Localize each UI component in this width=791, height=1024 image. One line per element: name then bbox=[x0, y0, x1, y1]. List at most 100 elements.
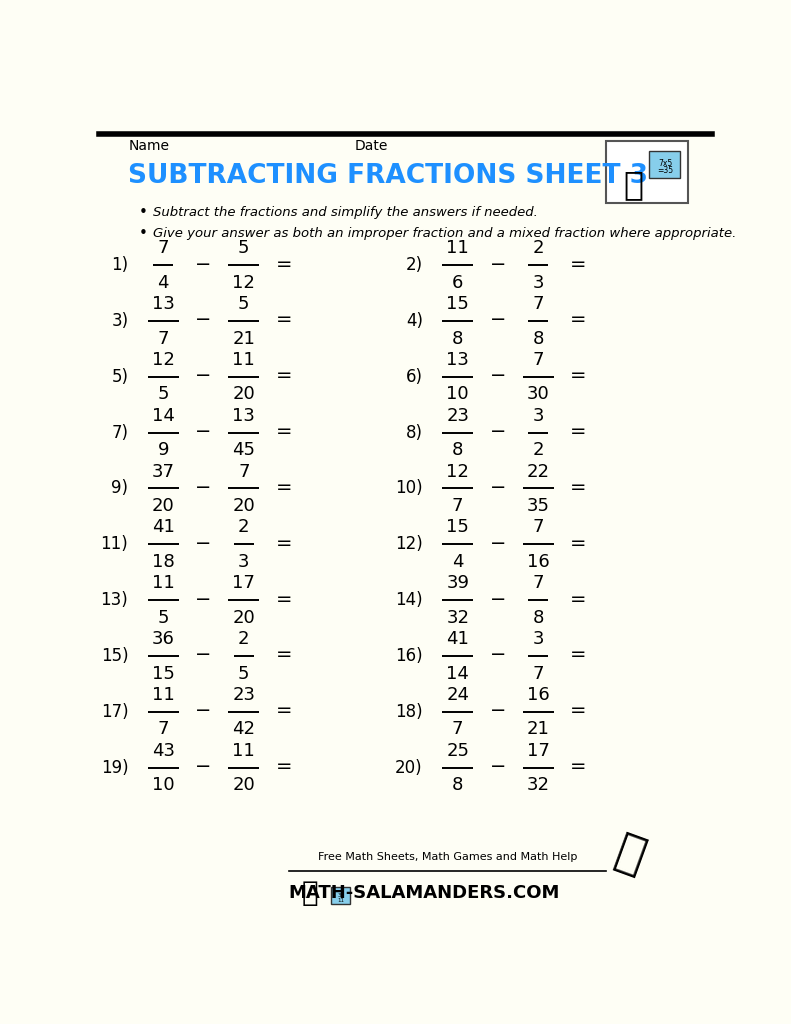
Text: −: − bbox=[490, 701, 506, 720]
Text: 23: 23 bbox=[233, 686, 255, 703]
Text: 16: 16 bbox=[527, 686, 550, 703]
Text: 32: 32 bbox=[446, 608, 469, 627]
Text: −: − bbox=[195, 310, 212, 330]
Text: −: − bbox=[195, 478, 212, 497]
Text: 7: 7 bbox=[532, 665, 544, 683]
Text: =: = bbox=[570, 422, 587, 441]
Text: •: • bbox=[139, 205, 148, 220]
Text: 19): 19) bbox=[100, 759, 128, 776]
Text: 12: 12 bbox=[446, 463, 469, 480]
Text: =: = bbox=[276, 367, 293, 385]
Text: 13): 13) bbox=[100, 591, 128, 609]
Text: 7: 7 bbox=[532, 518, 544, 537]
Text: 24: 24 bbox=[446, 686, 469, 703]
Text: −: − bbox=[195, 422, 212, 441]
Text: =: = bbox=[570, 645, 587, 665]
Text: −: − bbox=[195, 590, 212, 608]
Text: −: − bbox=[195, 701, 212, 720]
Text: 8: 8 bbox=[452, 441, 464, 460]
Text: 3: 3 bbox=[238, 553, 249, 571]
Text: =35: =35 bbox=[657, 166, 673, 175]
Text: 5: 5 bbox=[238, 665, 249, 683]
Text: 14: 14 bbox=[446, 665, 469, 683]
Text: 20: 20 bbox=[233, 385, 255, 403]
Text: 5): 5) bbox=[112, 368, 128, 386]
Text: 11: 11 bbox=[446, 240, 469, 257]
Text: 11: 11 bbox=[337, 898, 344, 903]
Text: 35: 35 bbox=[527, 497, 550, 515]
Text: 13: 13 bbox=[446, 351, 469, 369]
Text: 12: 12 bbox=[152, 351, 175, 369]
Text: 14): 14) bbox=[396, 591, 423, 609]
Text: =: = bbox=[276, 310, 293, 330]
Text: −: − bbox=[490, 645, 506, 665]
Text: 16): 16) bbox=[396, 647, 423, 665]
Text: =: = bbox=[276, 534, 293, 553]
Text: 3: 3 bbox=[532, 630, 544, 648]
Text: −: − bbox=[490, 478, 506, 497]
Text: 8: 8 bbox=[532, 608, 544, 627]
Text: 8): 8) bbox=[406, 424, 423, 441]
Text: =: = bbox=[276, 645, 293, 665]
Text: =: = bbox=[570, 534, 587, 553]
Text: 4): 4) bbox=[406, 312, 423, 330]
Text: 7): 7) bbox=[112, 424, 128, 441]
Text: 20): 20) bbox=[396, 759, 423, 776]
Text: =: = bbox=[276, 422, 293, 441]
Text: 7: 7 bbox=[452, 721, 464, 738]
Text: 9: 9 bbox=[157, 441, 169, 460]
Text: 17): 17) bbox=[100, 702, 128, 721]
Text: −: − bbox=[195, 645, 212, 665]
Text: 32: 32 bbox=[527, 776, 550, 795]
FancyBboxPatch shape bbox=[607, 141, 688, 203]
Text: 42: 42 bbox=[233, 721, 255, 738]
Text: 10): 10) bbox=[396, 479, 423, 498]
Text: 6: 6 bbox=[452, 273, 464, 292]
Text: 3): 3) bbox=[112, 312, 128, 330]
Text: 30: 30 bbox=[527, 385, 550, 403]
Text: 16: 16 bbox=[527, 553, 550, 571]
Text: =: = bbox=[570, 255, 587, 273]
Text: 8: 8 bbox=[452, 776, 464, 795]
Text: 2: 2 bbox=[532, 240, 544, 257]
Text: 7: 7 bbox=[157, 330, 169, 347]
Text: 41: 41 bbox=[446, 630, 469, 648]
Text: 4: 4 bbox=[452, 553, 464, 571]
Text: 36: 36 bbox=[152, 630, 175, 648]
Text: =: = bbox=[276, 255, 293, 273]
Text: 25: 25 bbox=[446, 741, 469, 760]
Text: Give your answer as both an improper fraction and a mixed fraction where appropr: Give your answer as both an improper fra… bbox=[153, 227, 736, 241]
Text: 14: 14 bbox=[152, 407, 175, 425]
Text: 21: 21 bbox=[233, 330, 255, 347]
Text: 20: 20 bbox=[233, 497, 255, 515]
Text: 7: 7 bbox=[238, 463, 249, 480]
Text: 5: 5 bbox=[238, 295, 249, 313]
Text: Date: Date bbox=[354, 139, 388, 153]
Text: 17: 17 bbox=[233, 574, 255, 592]
Text: −: − bbox=[490, 757, 506, 776]
Text: 43: 43 bbox=[152, 741, 175, 760]
Text: =: = bbox=[570, 310, 587, 330]
Text: −: − bbox=[490, 422, 506, 441]
Text: 7: 7 bbox=[532, 574, 544, 592]
Text: 7: 7 bbox=[157, 240, 169, 257]
Text: 23: 23 bbox=[446, 407, 469, 425]
Text: −: − bbox=[195, 367, 212, 385]
Text: =: = bbox=[570, 757, 587, 776]
Text: 37: 37 bbox=[152, 463, 175, 480]
Text: 4: 4 bbox=[157, 273, 169, 292]
Text: 11: 11 bbox=[233, 351, 255, 369]
Text: 17: 17 bbox=[527, 741, 550, 760]
Text: −: − bbox=[195, 534, 212, 553]
Text: 🐆: 🐆 bbox=[301, 879, 318, 907]
Text: =: = bbox=[276, 590, 293, 608]
Text: −: − bbox=[195, 757, 212, 776]
Text: 9): 9) bbox=[112, 479, 128, 498]
Text: 5: 5 bbox=[238, 240, 249, 257]
FancyBboxPatch shape bbox=[331, 887, 350, 903]
Text: 11): 11) bbox=[100, 536, 128, 553]
Text: =: = bbox=[276, 757, 293, 776]
Text: MATH-SALAMANDERS.COM: MATH-SALAMANDERS.COM bbox=[289, 884, 560, 902]
Text: 45: 45 bbox=[233, 441, 255, 460]
Text: Free Math Sheets, Math Games and Math Help: Free Math Sheets, Math Games and Math He… bbox=[318, 852, 577, 862]
